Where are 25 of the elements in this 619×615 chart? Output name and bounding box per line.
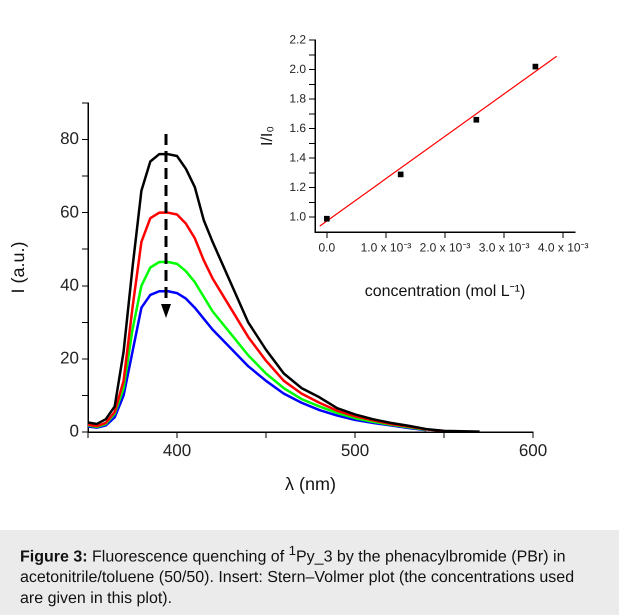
y-tick-label: 20 [60,348,79,368]
y-tick-label: 1.2 [289,180,306,194]
caption: Figure 3: Fluorescence quenching of $^{1}$Py_3 by the phenacylbromide (PBr) in acetonitrile/toluene (50/50). Insert: Stern–Volmer plot (the concentrations used are given in this plot). [0,530,619,615]
y-tick-label: 80 [60,129,79,148]
y-tick-label: 1.8 [289,91,306,106]
y-axis-title: I/I₀ [259,126,276,146]
x-tick-label: 0.0 [318,240,336,255]
x-axis-title: concentration (mol L⁻¹) [364,282,526,300]
y-tick-label: 1.6 [289,120,306,135]
x-axis-title: λ (nm) [285,474,336,494]
y-axis-title: I (a.u.) [8,241,28,294]
y-tick-label: 1.0 [289,210,306,224]
y-tick-label: 40 [60,275,79,294]
x-tick-label: 2.0 x 10⁻³ [420,240,470,255]
x-tick-label: 400 [162,440,192,460]
x-tick-label: 1.0 x 10⁻³ [360,240,412,255]
x-tick-label: 3.0 x 10⁻³ [478,240,530,255]
y-tick-label: 2.0 [289,62,306,76]
y-tick-label: 2.2 [289,32,306,46]
x-tick-label: 4.0 x 10⁻³ [538,240,589,255]
x-tick-label: 500 [340,440,370,460]
y-tick-label: 60 [60,202,79,222]
y-tick-label: 0 [70,422,79,441]
x-tick-label: 600 [518,440,548,460]
y-tick-label: 1.4 [289,150,306,164]
